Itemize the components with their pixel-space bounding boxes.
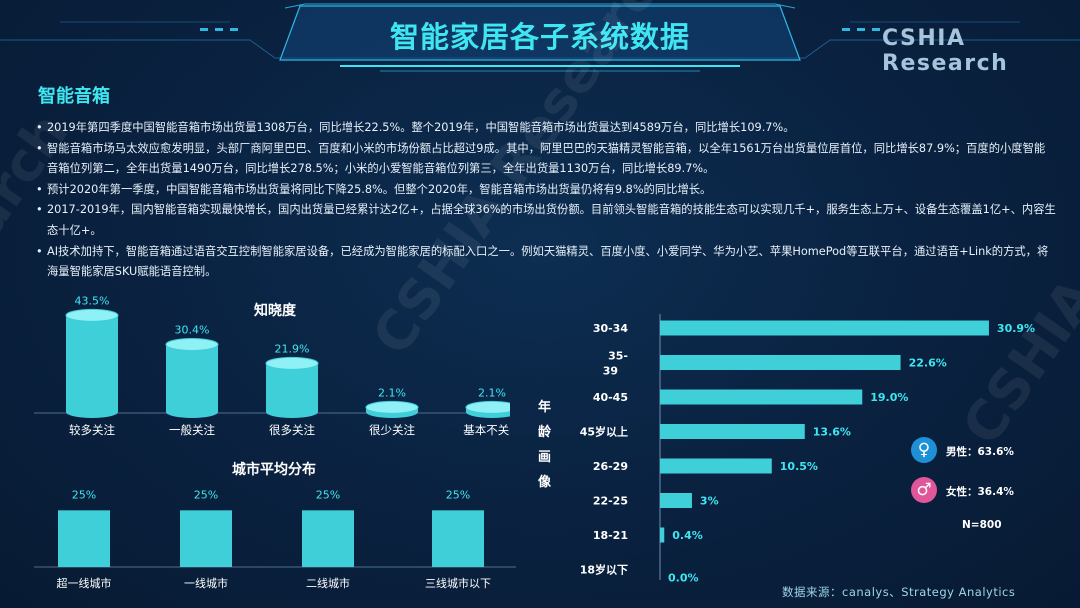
city-category-label: 超一线城市: [57, 576, 112, 590]
age-bar: [660, 527, 665, 543]
age-value-label: 0.0%: [668, 572, 699, 585]
awareness-chart: 43.5% 较多关注 30.4% 一般关注 21.9% 很多关注 2.1% 很少关注 2.1% 基…: [34, 294, 510, 437]
awareness-bar-base: [66, 406, 118, 418]
age-axis-label-4: 像: [538, 475, 552, 490]
age-chart: 30-34 30.9% 35- 39 22.6% 40-45 19.0% 45岁以上 13.6%…: [580, 314, 1035, 585]
awareness-bar-body: [66, 315, 118, 412]
female-symbol-icon: ♀: [911, 437, 937, 463]
age-axis-label-2: 龄: [538, 425, 552, 440]
section-title: 智能音箱: [38, 86, 110, 107]
awareness-chart-title: 知晓度: [254, 303, 296, 319]
awareness-bar-body: [166, 344, 218, 412]
data-source: 数据来源：canalys、Strategy Analytics: [782, 585, 1016, 599]
awareness-bar: [65, 308, 119, 418]
awareness-category-label: 较多关注: [69, 423, 115, 437]
age-category-label: 18岁以下: [580, 563, 628, 577]
age-category-label: 35-: [608, 350, 628, 363]
age-value-label: 30.9%: [997, 322, 1035, 335]
bullet-item: 2017-2019年，国内智能音箱实现最快增长，国内出货量已经累计达2亿+，占据…: [36, 200, 1056, 241]
awareness-value-label: 43.5%: [75, 294, 110, 307]
bullet-item: 2019年第四季度中国智能音箱市场出货量1308万台，同比增长22.5%。整个2…: [36, 118, 1056, 139]
age-value-label: 19.0%: [870, 391, 908, 404]
age-bar: [660, 424, 805, 439]
bullet-item: 预计2020年第一季度，中国智能音箱市场出货量将同比下降25.8%。但整个202…: [36, 180, 1056, 201]
page-title: 智能家居各子系统数据: [389, 20, 690, 54]
awareness-value-label: 21.9%: [275, 342, 310, 355]
age-bar: [660, 458, 772, 474]
age-bar: [660, 320, 989, 336]
age-category-label: 18-21: [593, 529, 628, 542]
awareness-category-label: 基本不关注: [463, 423, 510, 437]
sample-size: N=800: [962, 519, 1002, 531]
age-bar: [660, 389, 863, 405]
city-category-label: 二线城市: [306, 576, 350, 590]
bullet-list: 2019年第四季度中国智能音箱市场出货量1308万台，同比增长22.5%。整个2…: [36, 118, 1056, 283]
brand-logo-text: CSHIA Research: [882, 26, 1009, 76]
age-category-label: 40-45: [593, 391, 628, 404]
age-category-label: 22-25: [593, 495, 628, 508]
age-category-label: 39: [603, 365, 618, 378]
awareness-bar-top: [165, 337, 219, 351]
city-category-label: 一线城市: [184, 576, 228, 590]
awareness-bar-top: [265, 356, 319, 370]
age-value-label: 22.6%: [909, 357, 947, 370]
age-value-label: 3%: [700, 495, 719, 508]
city-value-label: 25%: [72, 488, 96, 501]
awareness-bar: [165, 337, 219, 418]
awareness-bar-base: [266, 406, 318, 418]
age-value-label: 10.5%: [780, 460, 818, 473]
city-bar: [58, 510, 110, 567]
awareness-bar-top: [465, 400, 510, 414]
age-bar: [660, 493, 692, 508]
age-category-label: 45岁以上: [580, 425, 628, 439]
female-percentage: 女性：36.4%: [946, 486, 1014, 498]
awareness-value-label: 2.1%: [378, 386, 406, 399]
awareness-bar-body: [266, 363, 318, 412]
awareness-bar: [265, 356, 319, 418]
male-percentage: 男性：63.6%: [946, 446, 1014, 458]
city-value-label: 25%: [446, 488, 470, 501]
awareness-category-label: 很多关注: [269, 423, 315, 437]
age-axis-label-1: 年: [538, 400, 552, 415]
awareness-value-label: 2.1%: [478, 386, 506, 399]
city-chart-title: 城市平均分布: [232, 462, 316, 478]
city-bar: [432, 510, 484, 567]
city-category-label: 三线城市以下: [425, 576, 491, 590]
awareness-bar-base: [166, 406, 218, 418]
city-bar: [180, 510, 232, 567]
city-chart: 25% 超一线城市 25% 一线城市 25% 二线城市 25% 三线城市以下: [34, 488, 516, 590]
city-value-label: 25%: [194, 488, 218, 501]
male-symbol-icon: ♂: [911, 477, 937, 503]
age-bar: [660, 355, 901, 370]
awareness-bar-top: [65, 308, 119, 322]
age-value-label: 0.4%: [672, 529, 703, 542]
awareness-bar: [365, 400, 419, 418]
awareness-bar-top: [365, 400, 419, 414]
awareness-category-label: 很少关注: [369, 423, 415, 437]
awareness-category-label: 一般关注: [169, 423, 215, 437]
city-value-label: 25%: [316, 488, 340, 501]
city-bar: [302, 510, 354, 567]
age-category-label: 26-29: [593, 460, 628, 473]
age-value-label: 13.6%: [813, 426, 851, 439]
age-axis-label-3: 画: [538, 450, 552, 465]
header-frame: [0, 3, 1080, 72]
bullet-item: AI技术加持下，智能音箱通过语音交互控制智能家居设备，已经成为智能家居的标配入口…: [36, 242, 1056, 283]
age-category-label: 30-34: [593, 322, 629, 335]
bullet-item: 智能音箱市场马太效应愈发明显，头部厂商阿里巴巴、百度和小米的市场份额占比超过9成…: [36, 139, 1056, 180]
title-bar: 智能家居各子系统数据: [270, 0, 810, 72]
awareness-value-label: 30.4%: [175, 323, 210, 336]
awareness-bar: [465, 400, 510, 418]
